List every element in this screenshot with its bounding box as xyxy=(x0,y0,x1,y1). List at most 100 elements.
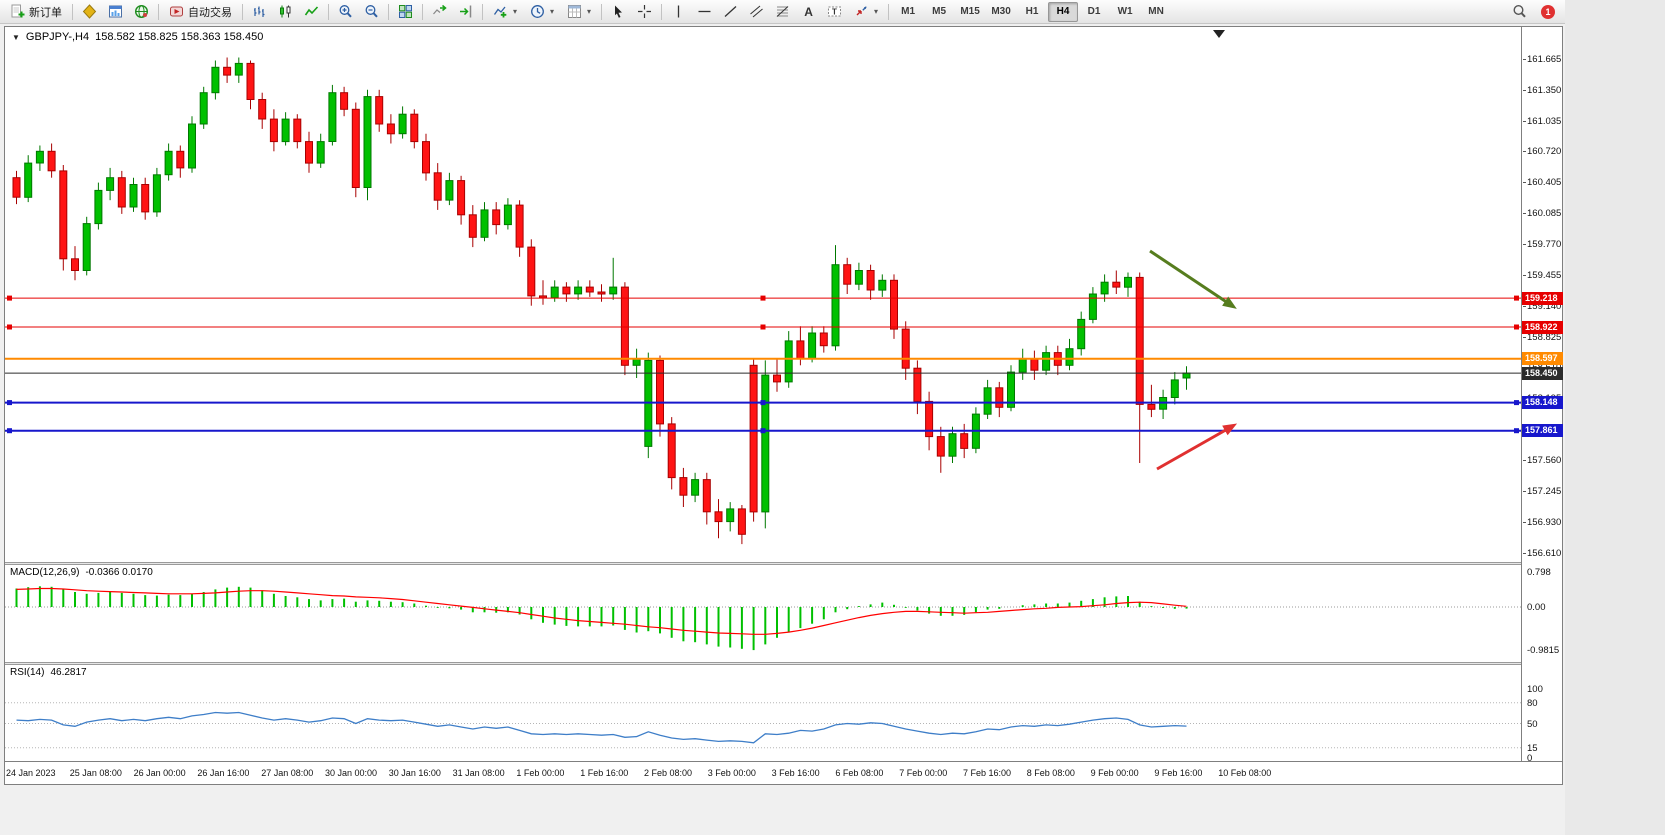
line-handle[interactable] xyxy=(1514,295,1519,301)
notifications-badge[interactable]: 1 xyxy=(1541,4,1555,19)
macd-label: MACD(12,26,9) -0.0366 0.0170 xyxy=(10,567,153,578)
rsi-line xyxy=(16,711,1187,744)
candle-body xyxy=(24,162,33,198)
toolbar-separator xyxy=(601,3,603,20)
green-arrow-annotation[interactable] xyxy=(1149,249,1232,307)
indicators-button[interactable]: ▾ xyxy=(487,1,523,23)
panel-separator[interactable] xyxy=(5,662,1562,665)
price-axis-label: 156.930 xyxy=(1522,516,1562,528)
timeframe-h1[interactable]: H1 xyxy=(1025,5,1039,17)
time-axis-label: 1 Feb 16:00 xyxy=(580,768,629,778)
timeframe-m15[interactable]: M15 xyxy=(960,5,980,17)
panel-separator[interactable] xyxy=(5,562,1562,565)
line-handle[interactable] xyxy=(1514,400,1519,406)
text-button[interactable]: A xyxy=(796,1,821,23)
candle-body xyxy=(866,270,875,291)
time-axis-label: 2 Feb 08:00 xyxy=(644,768,693,778)
crosshair-button[interactable] xyxy=(632,1,657,23)
price-axis[interactable]: 161.665 161.350 161.035 160.720 160.405 160.0… xyxy=(1521,27,1563,764)
price-axis-label: 158.825 xyxy=(1522,331,1562,343)
line-handle[interactable] xyxy=(760,295,766,301)
community-button[interactable] xyxy=(129,1,154,23)
search-icon xyxy=(1513,4,1526,18)
auto-scroll-button[interactable] xyxy=(427,1,452,23)
main-price-chart[interactable] xyxy=(5,27,1521,562)
red-arrow-annotation-head xyxy=(1222,423,1238,436)
chart-shift-marker-icon[interactable] xyxy=(1213,30,1225,38)
arrows-button[interactable]: ▾ xyxy=(848,1,884,23)
text-label-button[interactable]: T xyxy=(822,1,847,23)
collapse-triangle-icon[interactable]: ▼ xyxy=(12,32,20,42)
trendline-button[interactable] xyxy=(718,1,743,23)
macd-name: MACD(12,26,9) xyxy=(10,567,80,578)
search-button[interactable] xyxy=(1507,1,1532,23)
candle-body xyxy=(609,286,618,295)
clock-icon xyxy=(531,5,544,18)
bar-chart-icon xyxy=(254,6,265,17)
rsi-panel[interactable] xyxy=(5,665,1521,761)
candle-body xyxy=(281,118,290,143)
market-watch-button[interactable] xyxy=(103,1,128,23)
zoom-out-button[interactable] xyxy=(359,1,384,23)
green-arrow-annotation-head xyxy=(1222,296,1237,309)
line-handle[interactable] xyxy=(760,400,766,406)
toolbar-separator xyxy=(388,3,389,20)
new-order-button[interactable]: 新订单 xyxy=(4,1,68,23)
time-axis-label: 9 Feb 16:00 xyxy=(1154,768,1203,778)
indicators-icon xyxy=(493,6,507,18)
time-axis-label: 30 Jan 00:00 xyxy=(325,768,378,778)
line-handle[interactable] xyxy=(760,324,766,330)
line-handle[interactable] xyxy=(7,295,12,301)
cursor-button[interactable] xyxy=(606,1,631,23)
periods-button[interactable]: ▾ xyxy=(524,1,560,23)
candle-body xyxy=(47,150,56,172)
line-handle[interactable] xyxy=(7,428,12,434)
line-handle[interactable] xyxy=(1514,324,1519,330)
candle-body xyxy=(515,204,524,248)
line-handle[interactable] xyxy=(7,400,12,406)
text-tool-glyph: A xyxy=(804,4,813,19)
time-axis[interactable]: 24 Jan 2023 25 Jan 08:00 26 Jan 00:00 26 Ja… xyxy=(5,761,1562,784)
timeframe-m30[interactable]: M30 xyxy=(991,5,1011,17)
candle-body xyxy=(457,180,466,216)
auto-trading-button[interactable]: 自动交易 xyxy=(163,1,238,23)
timeframe-m5[interactable]: M5 xyxy=(932,5,947,17)
line-handle[interactable] xyxy=(1514,428,1519,434)
bar-chart-button[interactable] xyxy=(247,1,272,23)
timeframe-m1[interactable]: M1 xyxy=(901,5,916,17)
candlestick-chart-button[interactable] xyxy=(273,1,298,23)
timeframe-h4[interactable]: H4 xyxy=(1048,1,1079,22)
time-axis-label: 10 Feb 08:00 xyxy=(1218,768,1272,778)
line-handle[interactable] xyxy=(760,428,766,434)
macd-signal-line xyxy=(16,587,1187,635)
fibonacci-button[interactable] xyxy=(770,1,795,23)
candle-body xyxy=(152,174,161,213)
candle-body xyxy=(773,374,781,383)
red-arrow-annotation[interactable] xyxy=(1156,425,1232,471)
candle-body xyxy=(1147,403,1156,410)
timeframe-w1[interactable]: W1 xyxy=(1117,5,1133,17)
line-chart-button[interactable] xyxy=(299,1,324,23)
line-handle[interactable] xyxy=(7,324,12,330)
metaeditor-button[interactable] xyxy=(77,1,102,23)
tile-windows-button[interactable] xyxy=(393,1,418,23)
chart-shift-button[interactable] xyxy=(453,1,478,23)
timeframe-d1[interactable]: D1 xyxy=(1087,5,1101,17)
rsi-label: RSI(14) 46.2817 xyxy=(10,667,87,678)
candle-body xyxy=(527,246,536,297)
vertical-line-button[interactable] xyxy=(666,1,691,23)
candle-body xyxy=(328,92,337,142)
macd-panel[interactable] xyxy=(5,565,1521,662)
horizontal-line-button[interactable] xyxy=(692,1,717,23)
vertical-line-icon xyxy=(677,5,680,18)
time-axis-label: 9 Feb 00:00 xyxy=(1090,768,1139,778)
candle-body xyxy=(843,264,852,285)
candle-body xyxy=(936,436,945,457)
zoom-in-button[interactable] xyxy=(333,1,358,23)
templates-button[interactable]: ▾ xyxy=(561,1,597,23)
timeframe-mn[interactable]: MN xyxy=(1148,5,1164,17)
candle-body xyxy=(960,433,969,449)
channel-button[interactable] xyxy=(744,1,769,23)
time-axis-label: 7 Feb 16:00 xyxy=(963,768,1012,778)
trendline-icon xyxy=(724,6,737,17)
